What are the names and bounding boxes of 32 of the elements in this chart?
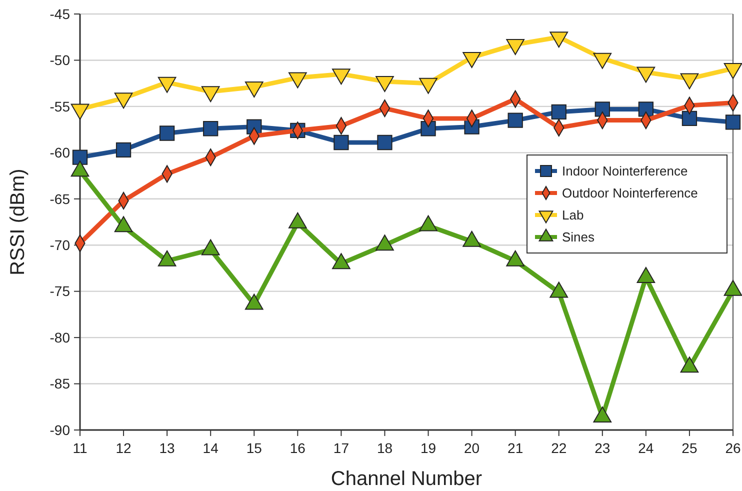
x-tick-label: 24	[638, 440, 654, 456]
y-tick-label: -65	[50, 190, 70, 207]
y-tick-label: -50	[50, 52, 70, 68]
y-tick-label: -85	[50, 376, 70, 392]
y-tick-label: -80	[50, 329, 70, 346]
legend-label: Lab	[562, 208, 584, 223]
y-axis-title: RSSI (dBm)	[7, 168, 29, 276]
x-tick-label: 19	[420, 440, 436, 456]
y-tick-label: -55	[50, 98, 70, 114]
legend-label: Sines	[562, 230, 596, 245]
y-tick-label: -45	[50, 6, 70, 22]
legend-label: Indoor Nointerference	[562, 164, 688, 179]
x-tick-label: 18	[376, 440, 393, 456]
x-tick-label: 11	[72, 440, 88, 456]
x-tick-label: 16	[290, 440, 306, 456]
x-tick-label: 22	[551, 440, 567, 456]
x-axis-title: Channel Number	[330, 468, 482, 490]
x-tick-label: 12	[116, 440, 132, 456]
x-tick-label: 21	[508, 440, 524, 456]
x-tick-label: 15	[246, 440, 262, 456]
x-tick-label: 14	[202, 440, 219, 456]
x-tick-label: 23	[594, 440, 610, 456]
x-tick-label: 17	[333, 440, 350, 456]
x-tick-label: 13	[159, 440, 176, 456]
x-tick-label: 26	[725, 440, 741, 456]
y-tick-label: -70	[50, 237, 70, 254]
y-tick-label: -60	[50, 144, 70, 161]
x-tick-label: 25	[682, 440, 698, 456]
x-tick-label: 20	[464, 440, 480, 456]
y-tick-label: -90	[50, 422, 70, 438]
legend-label: Outdoor Nointerference	[562, 186, 698, 201]
y-tick-label: -75	[50, 283, 70, 300]
